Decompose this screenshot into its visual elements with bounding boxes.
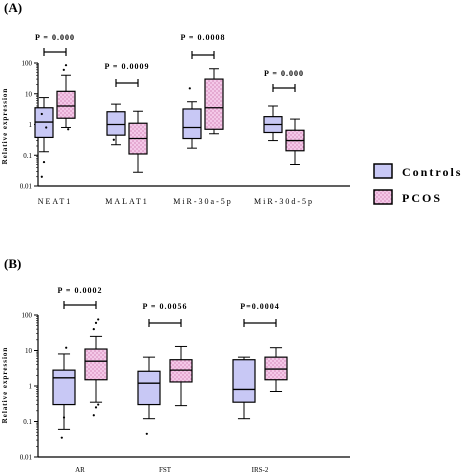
panel-b-outlier-pcos bbox=[92, 414, 95, 417]
panel-b-outlier-controls bbox=[60, 436, 63, 439]
panel-b-outlier-controls bbox=[65, 346, 68, 349]
panel-a-plot: 0.01 0.1 1 10 100 NEAT1 P = 0.000 MALAT1 P = 0.0… bbox=[20, 33, 350, 206]
panel-b-box-controls bbox=[232, 359, 256, 403]
panel-b-outlier-pcos bbox=[97, 403, 100, 406]
panel-a-outlier-controls bbox=[188, 87, 191, 90]
legend-swatch-pcos bbox=[373, 189, 393, 205]
panel-b-y-tick-label: 100 bbox=[22, 312, 33, 320]
panel-b-label: (B) bbox=[4, 256, 21, 271]
panel-a-outlier-pcos bbox=[62, 68, 65, 71]
panel-b-category-label: AR bbox=[75, 466, 85, 474]
panel-a-p-value: P = 0.000 bbox=[264, 69, 304, 78]
panel-a-outlier-controls bbox=[112, 138, 115, 141]
panel-a-outlier-controls bbox=[40, 112, 43, 116]
panel-b-y-tick-label: 0.1 bbox=[23, 418, 32, 426]
panel-b-outlier-controls bbox=[145, 432, 148, 435]
panel-b-y-tick-label: 1 bbox=[29, 383, 33, 391]
panel-b-ylabel: Relative expression bbox=[1, 347, 9, 424]
legend-swatch-controls bbox=[373, 163, 393, 179]
panel-b-outlier-pcos bbox=[94, 321, 98, 324]
panel-b-outlier-pcos bbox=[94, 406, 98, 409]
panel-a-outlier-pcos bbox=[64, 64, 68, 67]
panel-b-p-value: P = 0.0056 bbox=[142, 302, 187, 311]
panel-b-outlier-controls bbox=[62, 416, 66, 419]
panel-b-category-label: IRS-2 bbox=[252, 466, 269, 474]
panel-a-ylabel: Relative expression bbox=[1, 88, 9, 165]
panel-b-y-tick-label: 0.01 bbox=[20, 454, 33, 462]
legend: Controls PCOS bbox=[373, 163, 462, 205]
panel-a-category-label: MiR-30d-5p bbox=[254, 197, 314, 206]
panel-a-box-controls bbox=[106, 111, 126, 136]
panel-a-label: (A) bbox=[4, 0, 22, 15]
panel-a-y-tick-label: 100 bbox=[22, 60, 33, 68]
panel-b-box-pcos bbox=[84, 348, 108, 381]
panel-b-box-controls bbox=[137, 370, 161, 406]
panel-a-y-tick-label: 10 bbox=[25, 90, 33, 98]
panel-a-category-label: MALAT1 bbox=[105, 197, 149, 206]
panel-b-outlier-pcos bbox=[92, 328, 95, 331]
panel-a-outlier-controls bbox=[45, 126, 48, 129]
panel-a-box-pcos bbox=[204, 78, 224, 130]
panel-b-p-value: P = 0.0002 bbox=[57, 286, 102, 295]
panel-a-p-value: P = 0.0008 bbox=[180, 33, 225, 42]
panel-a-box-pcos bbox=[56, 90, 76, 119]
panel-a-y-tick-label: 0.01 bbox=[20, 183, 33, 191]
panel-a-y-tick-label: 1 bbox=[29, 121, 33, 129]
panel-a-p-value: P = 0.000 bbox=[35, 33, 75, 42]
panel-b-category-label: FST bbox=[159, 466, 172, 474]
panel-b-box-pcos bbox=[169, 359, 193, 383]
legend-label-controls: Controls bbox=[402, 165, 462, 179]
panel-a-box-controls bbox=[182, 108, 202, 140]
panel-b-p-value: P=0.0004 bbox=[240, 302, 279, 311]
panel-a-category-label: MiR-30a-5p bbox=[173, 197, 233, 206]
panel-a-outlier-controls bbox=[42, 160, 46, 164]
panel-b-box-controls bbox=[52, 369, 76, 406]
panel-b-plot: 0.01 0.1 1 10 100 AR P = 0.0002 FST P = 0.0056 IR… bbox=[20, 286, 350, 474]
panel-a-p-value: P = 0.0009 bbox=[104, 62, 149, 71]
panel-b-outlier-pcos bbox=[97, 318, 100, 321]
panel-a-outlier-controls bbox=[40, 175, 43, 178]
panel-a-y-tick-label: 0.1 bbox=[23, 152, 32, 160]
panel-b-y-tick-label: 10 bbox=[25, 347, 33, 355]
panel-a-outlier-pcos bbox=[67, 128, 70, 131]
legend-label-pcos: PCOS bbox=[402, 191, 442, 205]
panel-a-category-label: NEAT1 bbox=[38, 197, 72, 206]
